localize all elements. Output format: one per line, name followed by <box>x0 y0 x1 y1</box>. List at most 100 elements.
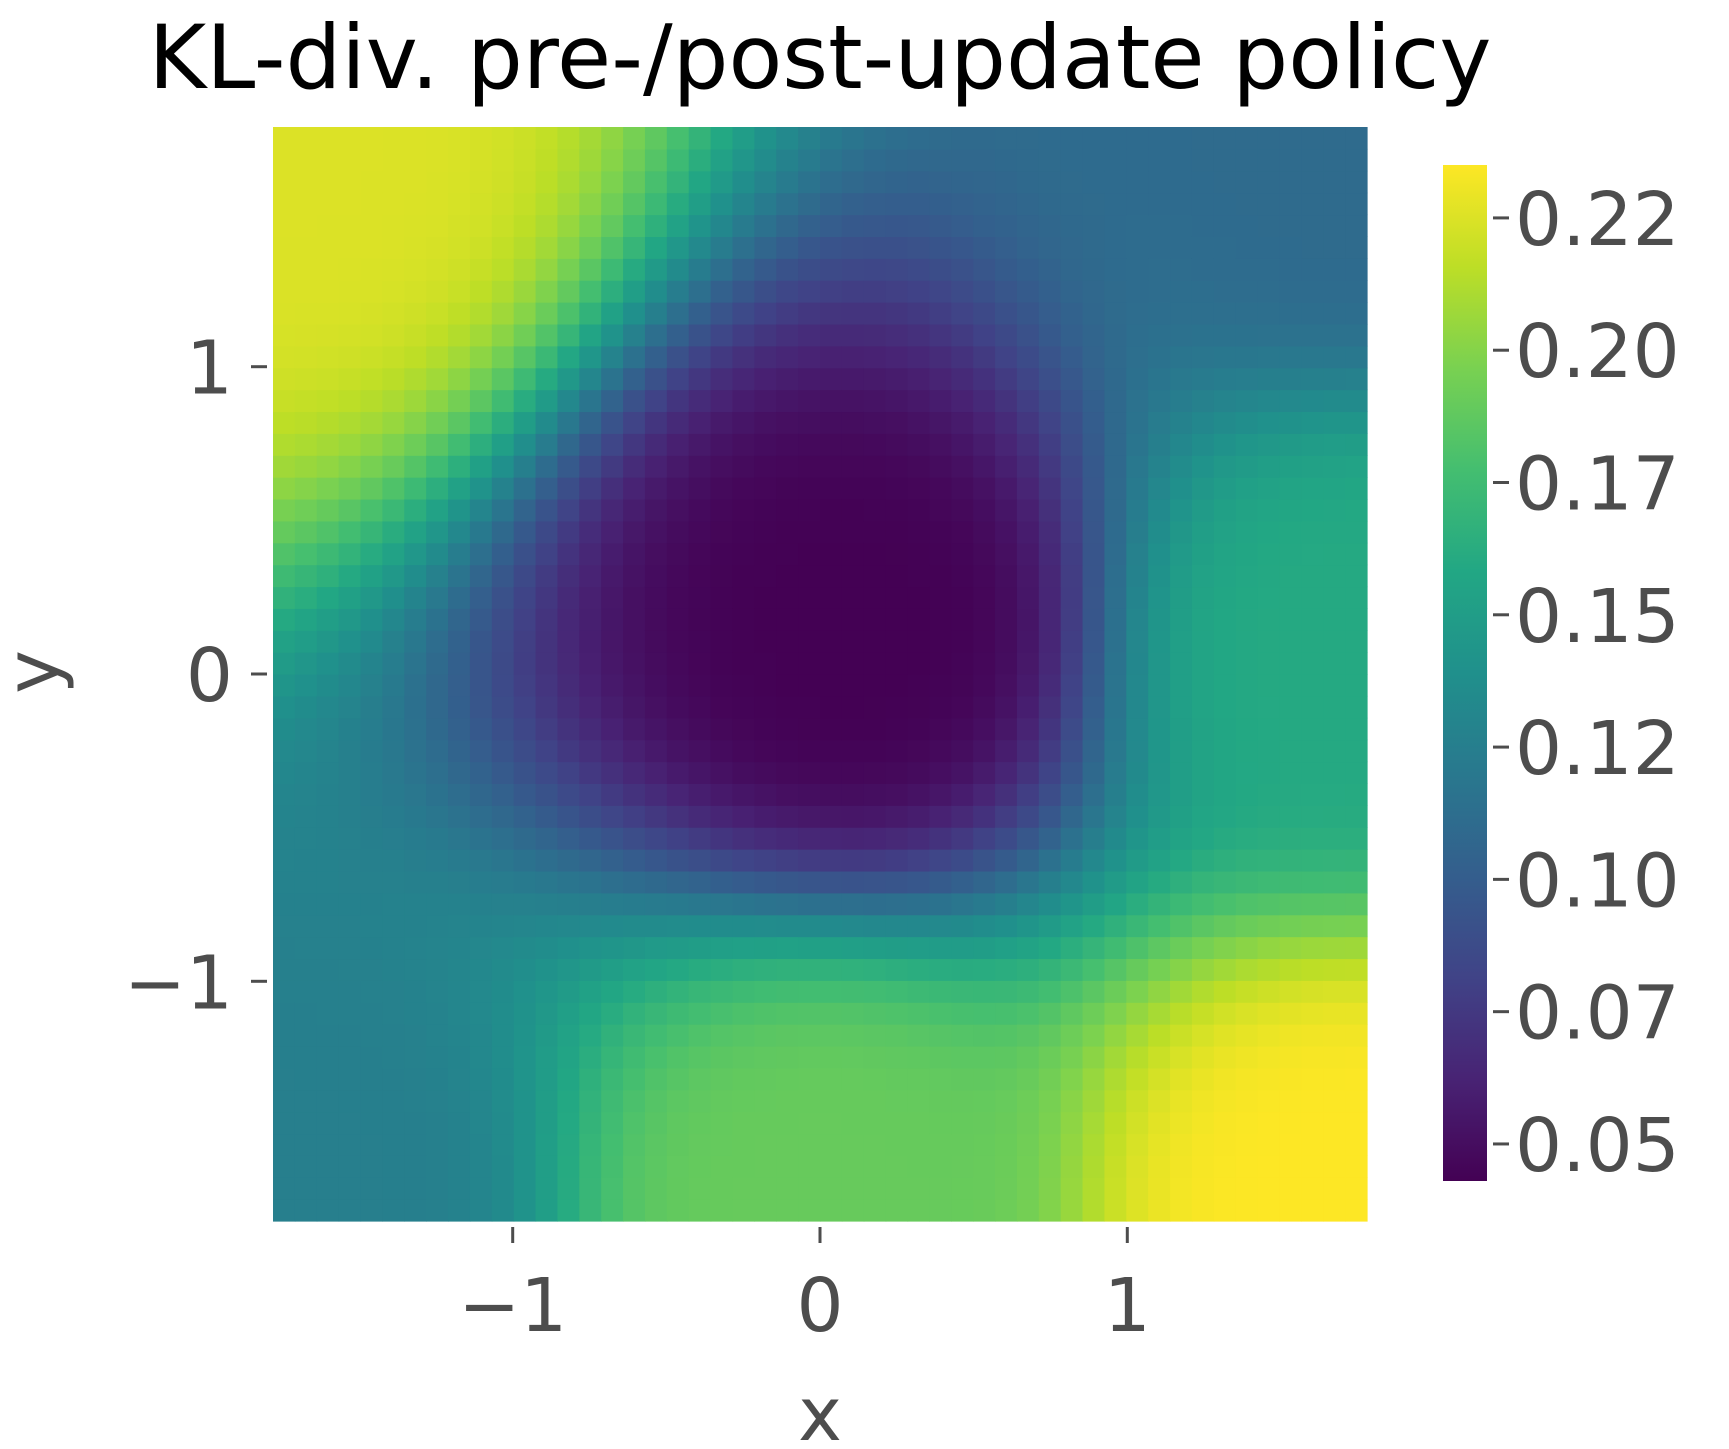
heatmap-cell <box>1235 1089 1259 1113</box>
heatmap-cell <box>1170 170 1193 194</box>
heatmap-cell <box>885 849 909 872</box>
heatmap-cell <box>863 498 887 522</box>
heatmap-cell <box>644 542 668 566</box>
y-axis-ticks: −101 <box>124 326 267 1026</box>
heatmap-cell <box>1104 936 1127 960</box>
heatmap-cell <box>841 1111 865 1135</box>
heatmap-cell <box>710 411 734 434</box>
heatmap-cell <box>1170 1067 1193 1091</box>
heatmap-cell <box>579 192 602 216</box>
heatmap-cell <box>1345 367 1368 391</box>
heatmap-cell <box>513 1111 537 1135</box>
heatmap-cell <box>1148 914 1171 938</box>
heatmap-cell <box>1016 564 1040 588</box>
heatmap-cell <box>1038 389 1062 413</box>
heatmap-cell <box>1323 958 1346 981</box>
heatmap-cell <box>623 323 646 347</box>
heatmap-cell <box>688 302 712 325</box>
heatmap-cell <box>579 258 602 281</box>
heatmap-cell <box>1060 1024 1084 1047</box>
heatmap-cell <box>1257 1067 1281 1091</box>
heatmap-cell <box>1191 717 1215 741</box>
heatmap-cell <box>491 564 515 588</box>
x-tick-label: 1 <box>1104 1263 1151 1349</box>
heatmap-cell <box>1016 520 1040 544</box>
heatmap-cell <box>1104 1024 1127 1047</box>
heatmap-cell <box>360 542 383 566</box>
heatmap-cell <box>360 1045 383 1069</box>
heatmap-cell <box>644 1177 668 1200</box>
heatmap-cell <box>273 652 296 675</box>
heatmap-cell <box>1301 586 1324 609</box>
heatmap-cell <box>491 674 515 697</box>
heatmap-cell <box>863 695 887 719</box>
heatmap-cell <box>1345 1089 1368 1113</box>
heatmap-cell <box>1323 586 1346 609</box>
heatmap-cell <box>863 455 887 478</box>
heatmap-cell <box>579 542 602 566</box>
heatmap-cell <box>995 827 1018 850</box>
heatmap-cell <box>666 761 690 784</box>
heatmap-cell <box>1345 1111 1368 1135</box>
heatmap-cell <box>469 345 493 369</box>
heatmap-cell <box>644 520 668 544</box>
heatmap-cell <box>273 542 296 566</box>
heatmap-cell <box>973 1045 996 1069</box>
heatmap-cell <box>820 127 843 150</box>
heatmap-cell <box>1082 1155 1106 1178</box>
heatmap-cell <box>820 564 843 588</box>
heatmap-cell <box>1104 805 1127 828</box>
heatmap-cell <box>1345 236 1368 259</box>
heatmap-cell <box>316 630 340 653</box>
heatmap-cell <box>820 1089 843 1113</box>
heatmap-cell <box>995 214 1018 237</box>
heatmap-cell <box>754 805 777 828</box>
heatmap-cell <box>557 236 580 259</box>
heatmap-cell <box>644 936 668 960</box>
heatmap-cell <box>929 739 952 763</box>
heatmap-cell <box>557 1024 580 1047</box>
heatmap-cell <box>1016 695 1040 719</box>
heatmap-cell <box>316 1002 340 1025</box>
heatmap-cell <box>841 411 865 434</box>
heatmap-cell <box>1038 652 1062 675</box>
heatmap-cell <box>688 849 712 872</box>
heatmap-cell <box>776 477 799 500</box>
heatmap-cell <box>1213 520 1237 544</box>
heatmap-cell <box>513 674 537 697</box>
heatmap-cell <box>1038 345 1062 369</box>
heatmap-cell <box>995 958 1018 981</box>
heatmap-cell <box>1279 1133 1302 1156</box>
heatmap-cell <box>273 564 296 588</box>
heatmap-cell <box>1213 805 1237 828</box>
heatmap-cell <box>1301 1111 1324 1135</box>
heatmap-cell <box>294 258 318 281</box>
heatmap-cell <box>535 1067 559 1091</box>
heatmap-cell <box>732 608 755 631</box>
heatmap-cell <box>469 1155 493 1178</box>
heatmap-cell <box>623 1002 646 1025</box>
heatmap-cell <box>579 411 602 434</box>
heatmap-cell <box>273 586 296 609</box>
heatmap-cell <box>907 586 930 609</box>
heatmap-cell <box>732 170 755 194</box>
heatmap-cell <box>973 477 996 500</box>
heatmap-cell <box>1148 520 1171 544</box>
heatmap-cell <box>426 148 449 172</box>
heatmap-cell <box>1257 849 1281 872</box>
heatmap-cell <box>1148 761 1171 784</box>
heatmap-cell <box>1279 323 1302 347</box>
heatmap-cell <box>294 1199 318 1222</box>
heatmap-cell <box>1191 214 1215 237</box>
heatmap-cell <box>404 170 427 194</box>
heatmap-cell <box>294 914 318 938</box>
heatmap-cell <box>1213 1089 1237 1113</box>
heatmap-cell <box>1126 148 1149 172</box>
heatmap-cell <box>841 498 865 522</box>
heatmap-cell <box>1148 280 1171 303</box>
heatmap-cell <box>601 411 624 434</box>
heatmap-cell <box>732 849 755 872</box>
heatmap-cell <box>294 980 318 1003</box>
heatmap-cell <box>841 302 865 325</box>
heatmap-cell <box>273 1089 296 1113</box>
